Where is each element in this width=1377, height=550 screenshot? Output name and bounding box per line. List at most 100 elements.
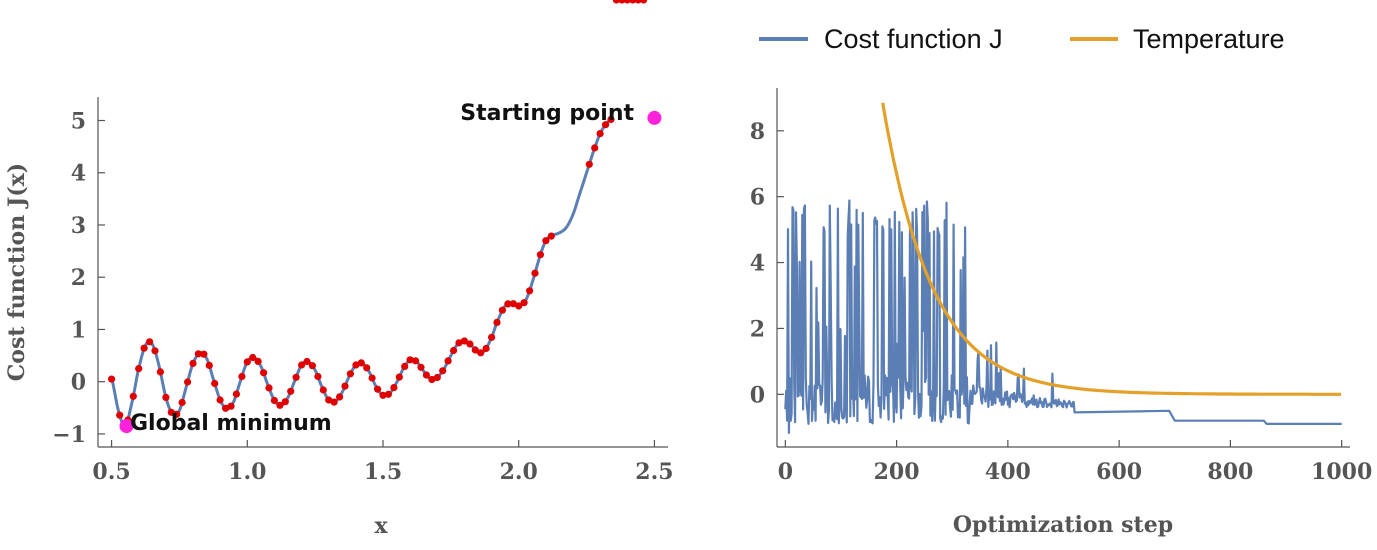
- sample-point: [336, 393, 344, 401]
- sample-point: [640, 0, 648, 4]
- sample-point: [585, 160, 593, 168]
- sample-point: [200, 350, 208, 358]
- sample-point: [477, 349, 485, 357]
- sample-point: [189, 359, 197, 367]
- sample-point: [281, 398, 289, 406]
- sample-point: [450, 346, 458, 355]
- sample-point: [515, 302, 523, 310]
- sample-point: [232, 390, 240, 398]
- right-y-ticks: 0 2 4 6 8: [750, 119, 784, 408]
- sample-point: [205, 361, 213, 369]
- sample-point: [401, 362, 409, 370]
- y-tick-label: 0: [71, 370, 86, 396]
- sample-point: [471, 346, 479, 354]
- legend-temperature-label: Temperature: [1133, 24, 1285, 54]
- sample-point: [547, 232, 555, 240]
- x-tick-label: 2.5: [635, 459, 673, 485]
- sample-point: [135, 365, 143, 373]
- y-tick-label: 4: [750, 251, 765, 277]
- y-tick-label: 4: [71, 161, 86, 187]
- x-tick-label: 1000: [1311, 459, 1372, 485]
- sample-point: [542, 237, 550, 245]
- x-tick-label: 0.5: [92, 459, 130, 485]
- right-chart: 0 2 4 6 8 0 200 400 600 800 1000 Optimization ste…: [750, 24, 1373, 538]
- sample-point: [493, 318, 501, 326]
- sample-point: [612, 0, 620, 4]
- sample-point: [390, 384, 398, 392]
- x-tick-label: 1.0: [228, 459, 266, 485]
- sample-point: [357, 359, 365, 367]
- sample-point: [526, 287, 534, 295]
- y-tick-label: 0: [750, 382, 765, 408]
- sample-point: [227, 402, 235, 410]
- sample-point: [146, 338, 154, 346]
- sample-point: [260, 369, 268, 377]
- sample-point: [460, 337, 468, 345]
- sample-point: [298, 361, 306, 369]
- sample-point: [504, 300, 512, 308]
- legend: Cost function J Temperature: [759, 24, 1285, 54]
- sample-point: [602, 121, 610, 129]
- legend-cost-label: Cost function J: [824, 24, 1003, 54]
- sample-point: [395, 373, 403, 381]
- sample-point: [634, 0, 642, 4]
- x-tick-label: 1.5: [364, 459, 402, 485]
- sample-point: [243, 358, 251, 366]
- y-tick-label: 2: [750, 316, 765, 342]
- sample-point: [211, 379, 219, 388]
- sample-point: [618, 0, 626, 4]
- x-tick-label: 600: [1096, 459, 1142, 485]
- sample-point: [270, 396, 278, 405]
- sample-point: [509, 300, 517, 308]
- sample-point: [412, 357, 420, 365]
- y-tick-label: 3: [71, 213, 86, 239]
- sample-point: [156, 368, 164, 376]
- sample-point: [455, 339, 463, 347]
- sample-point: [536, 251, 545, 259]
- y-tick-label: 2: [71, 265, 86, 291]
- right-x-ticks: 0 200 400 600 800 1000: [778, 440, 1372, 485]
- sample-point: [368, 374, 376, 382]
- sample-point: [384, 390, 392, 398]
- sample-point: [417, 363, 425, 371]
- sample-point: [314, 372, 322, 381]
- sample-point: [374, 385, 382, 393]
- cost-series-line: [784, 199, 1342, 434]
- sample-point: [140, 344, 148, 352]
- sample-points: [108, 0, 648, 424]
- sample-point: [303, 357, 311, 366]
- sample-point: [352, 361, 360, 369]
- left-y-ticks: −1 0 1 2 3 4 5: [52, 109, 105, 448]
- starting-point-label: Starting point: [460, 101, 634, 126]
- sample-point: [222, 404, 230, 412]
- sample-point: [167, 408, 175, 416]
- sample-point: [129, 392, 137, 400]
- x-tick-label: 800: [1207, 459, 1253, 485]
- sample-point: [184, 378, 192, 386]
- sample-point: [433, 373, 441, 382]
- global-minimum-label: Global minimum: [130, 411, 332, 436]
- sample-point: [276, 401, 284, 409]
- temperature-series-line: [881, 102, 1342, 396]
- sample-point: [531, 269, 539, 277]
- sample-point: [629, 0, 637, 4]
- y-tick-label: 5: [71, 109, 86, 135]
- sample-point: [341, 382, 349, 390]
- x-tick-label: 400: [985, 459, 1031, 485]
- sample-point: [596, 130, 604, 138]
- sample-point: [162, 393, 170, 401]
- sample-point: [498, 306, 506, 314]
- sample-point: [319, 386, 327, 394]
- y-tick-label: 6: [750, 185, 765, 211]
- sample-point: [346, 370, 354, 378]
- sample-point: [428, 375, 436, 384]
- y-tick-label: 8: [750, 119, 765, 145]
- global-minimum-marker: [119, 419, 134, 434]
- right-x-axis-label: Optimization step: [953, 512, 1173, 538]
- sample-point: [379, 391, 387, 399]
- sample-point: [287, 387, 295, 395]
- sample-point: [194, 350, 202, 358]
- sample-point: [308, 362, 316, 370]
